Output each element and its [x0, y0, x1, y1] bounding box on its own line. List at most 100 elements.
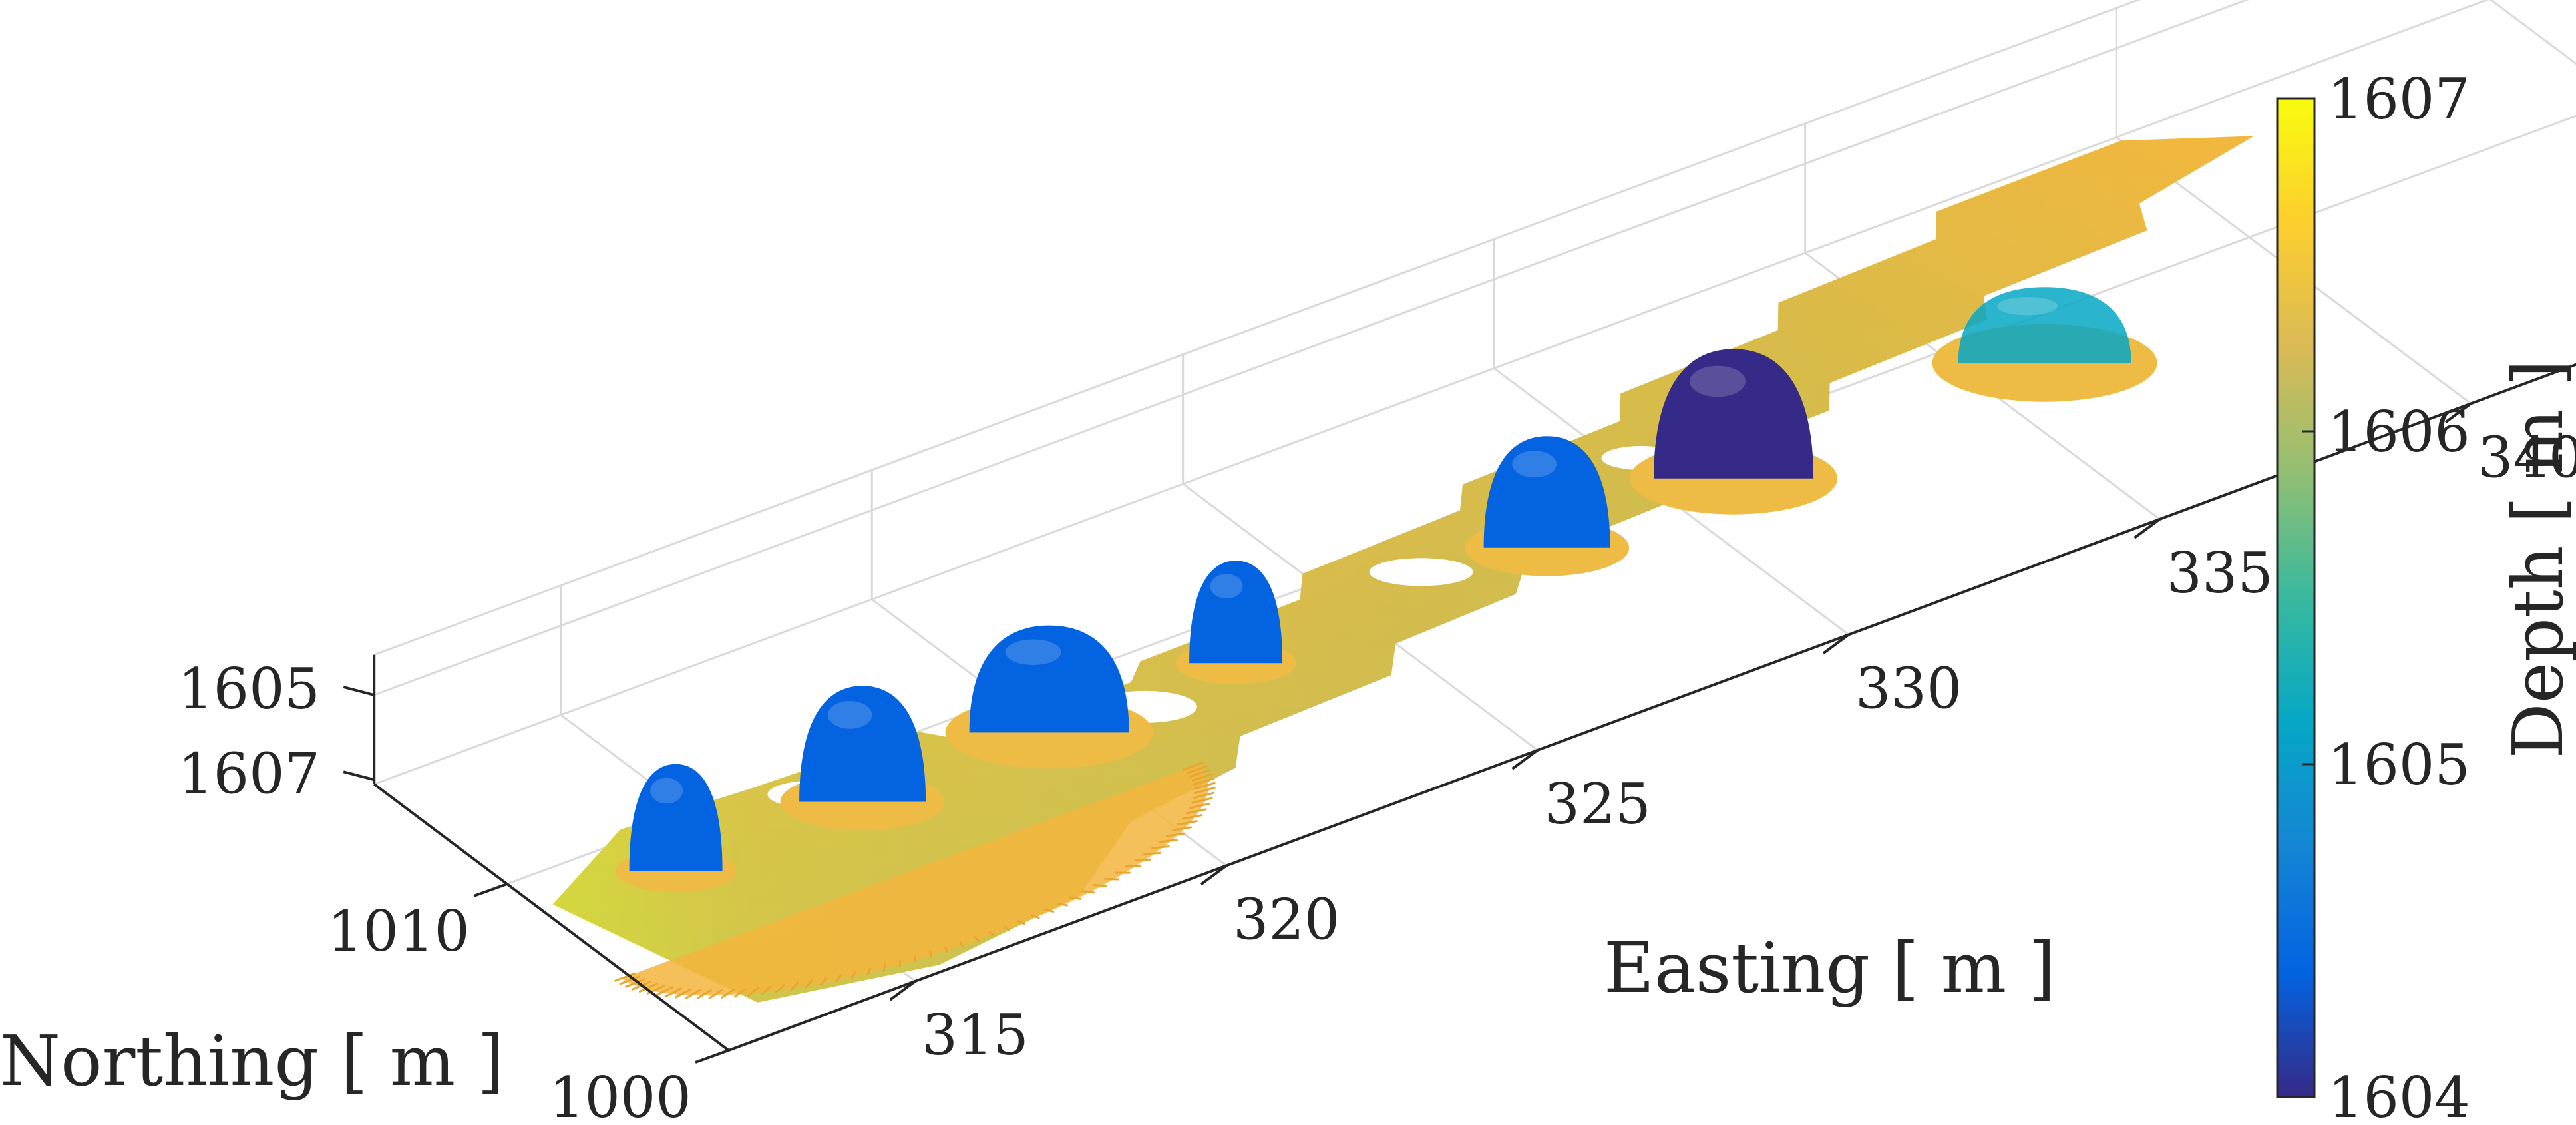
feature-highlight — [650, 778, 683, 804]
feature-body — [799, 686, 926, 802]
sonar-fan-ray — [1193, 791, 1215, 799]
sonar-fan-ray — [721, 988, 735, 999]
z-tick-label: 1607 — [178, 741, 320, 806]
feature-body — [1654, 349, 1814, 479]
sonar-fan-ray — [674, 988, 692, 999]
x-tick — [889, 980, 916, 1001]
sonar-fan-ray — [958, 941, 965, 948]
colorbar-ticks: 1607 1606 1605 1604 — [2302, 67, 2470, 1125]
y-tick-label: 1010 — [327, 899, 470, 964]
grid-line — [373, 0, 2249, 696]
x-tick-label: 315 — [922, 1003, 1029, 1068]
sonar-fan-ray — [614, 972, 636, 982]
sonar-fan-ray — [835, 973, 842, 983]
colorbar-label: Depth [ m ] — [2497, 359, 2576, 758]
sonar-fan-ray — [664, 987, 683, 998]
sonar-fan-ray — [866, 967, 872, 976]
sonar-fan-ray — [638, 983, 659, 993]
z-tick — [343, 770, 375, 782]
sonar-fan-ray — [1182, 761, 1204, 772]
sonar-fan-ray — [733, 987, 747, 999]
sonar-fan-ray — [1151, 845, 1170, 849]
x-axis-label: Easting [ m ] — [1604, 927, 2056, 1009]
box-edge — [2489, 0, 2576, 136]
feature-body — [1189, 561, 1283, 664]
sonar-fan-ray — [1125, 865, 1141, 868]
grid-line — [1804, 123, 2161, 521]
sonar-fan-ray — [1193, 782, 1216, 790]
sonar-fan-ray — [708, 989, 723, 999]
sonar-fan-ray — [685, 988, 702, 999]
sonar-fan-ray — [988, 931, 996, 937]
x-tick-label: 335 — [2167, 541, 2273, 606]
sonar-fan-ray — [929, 951, 933, 958]
sonar-fan-ray — [850, 971, 857, 979]
x-tick — [1822, 633, 1850, 655]
feature-body — [1483, 436, 1610, 548]
sonar-fan-ray — [1165, 832, 1185, 837]
sonar-fan-ray — [914, 955, 917, 963]
x-tick-label: 340 — [2478, 425, 2576, 490]
axes-lines — [343, 363, 2576, 1064]
colorbar-tick-label: 1605 — [2328, 732, 2470, 797]
box-edge — [373, 0, 2489, 786]
sonar-fan-ray — [655, 986, 674, 997]
sonar-fan-ray — [1043, 908, 1055, 913]
feature-highlight — [1512, 451, 1557, 478]
sonar-fan-ray — [974, 936, 980, 943]
x-axis-line — [728, 363, 2576, 1052]
sonar-fan-ray — [1171, 826, 1192, 831]
x-tick — [1200, 864, 1228, 886]
sonar-fan-ray — [1189, 768, 1211, 778]
sonar-fan-ray — [1081, 890, 1095, 894]
feature-object — [615, 764, 737, 893]
grid-line — [1182, 354, 1539, 752]
sonar-fan-ray — [1093, 883, 1107, 887]
sonar-fan-ray — [1181, 813, 1203, 820]
x-tick-label: 330 — [1855, 656, 1962, 721]
y-tick — [473, 883, 508, 897]
sonar-fan-ray — [1177, 819, 1198, 826]
feature-object — [945, 625, 1153, 769]
sonar-fan-ray — [805, 979, 814, 989]
colorbar-tick-label: 1607 — [2328, 67, 2470, 132]
box-edge — [2489, 0, 2576, 65]
sonar-fan-ray — [1030, 913, 1040, 919]
colorbar-gradient — [2276, 97, 2316, 1098]
colorbar-tick-label: 1604 — [2328, 1065, 2470, 1125]
seafloor-surface — [552, 136, 2255, 1003]
sonar-fan-ray — [789, 981, 800, 991]
sonar-fan-ray — [775, 983, 786, 994]
feature-body — [969, 625, 1129, 733]
sonar-fan-ray — [1134, 858, 1152, 861]
feature-object — [1630, 349, 1838, 515]
y-tick-label: 1000 — [549, 1065, 691, 1125]
sonar-fan-ray — [624, 978, 645, 989]
grid-line — [1493, 239, 1849, 636]
x-tick-label: 320 — [1233, 887, 1340, 952]
y-tick — [695, 1049, 729, 1064]
x-tick — [1511, 749, 1539, 770]
sonar-fan-ray — [1191, 772, 1214, 782]
feature-highlight — [1690, 365, 1746, 397]
sonar-fan-ray — [1143, 851, 1161, 855]
z-tick — [343, 686, 375, 696]
data-gap — [1369, 558, 1473, 586]
box-edge — [373, 0, 2141, 656]
feature-object — [1465, 436, 1630, 576]
sonar-fan-ray — [1069, 896, 1082, 901]
y-tick-labels: 1000 1010 — [327, 899, 691, 1125]
sonar-fan-ray — [1159, 839, 1178, 843]
seabed-features — [615, 287, 2157, 893]
feature-object — [1932, 287, 2157, 402]
z-tick-label: 1605 — [178, 656, 320, 722]
feature-object — [1175, 561, 1297, 684]
colorbar: 1607 1606 1605 1604 Depth [ m ] — [2276, 67, 2576, 1125]
feature-object — [780, 686, 945, 831]
x-tick — [2133, 518, 2161, 539]
feature-highlight — [1997, 297, 2058, 316]
sonar-fan-ray — [1185, 808, 1207, 815]
sonar-fan-ray — [696, 989, 713, 1000]
feature-highlight — [1005, 639, 1061, 666]
sonar-fan-ray — [944, 946, 949, 953]
